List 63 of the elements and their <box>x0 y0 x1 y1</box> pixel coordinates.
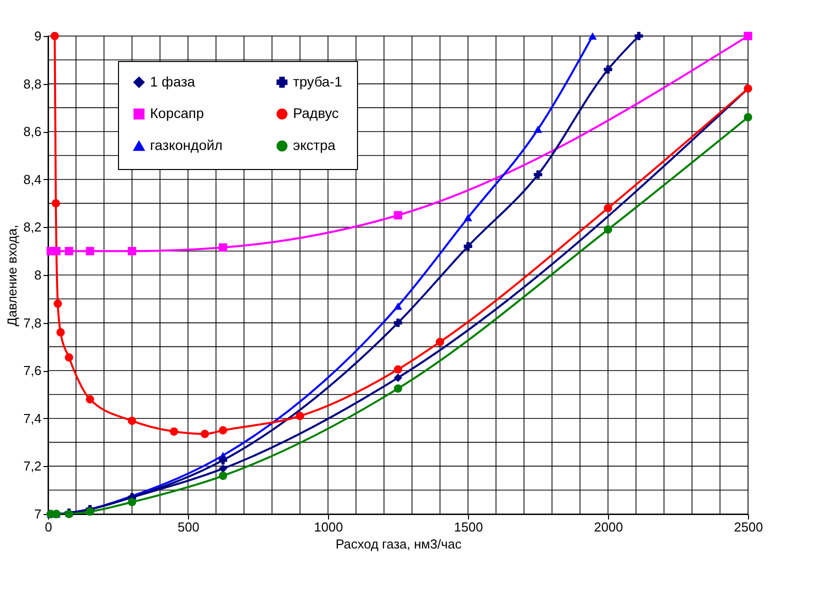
point <box>394 211 402 220</box>
x-tick-label: 0 <box>44 520 52 534</box>
point <box>394 384 402 393</box>
point <box>200 430 209 438</box>
legend-label: газкондойл <box>150 137 223 153</box>
x-tick-label: 1500 <box>454 520 483 534</box>
y-tick-label: 7,8 <box>23 315 42 330</box>
point <box>86 507 94 516</box>
y-tick-label: 9 <box>34 28 42 44</box>
point <box>744 113 752 122</box>
y-tick-label: 8,2 <box>23 220 42 235</box>
y-tick-label: 8 <box>34 268 42 282</box>
point <box>394 365 402 374</box>
legend-label: Радвус <box>293 105 339 121</box>
point <box>86 395 94 404</box>
point <box>394 374 402 382</box>
point <box>218 426 228 435</box>
y-tick-label: 7,4 <box>23 410 42 426</box>
x-tick-label: 2500 <box>734 520 763 534</box>
point <box>56 328 65 337</box>
legend-label: экстра <box>293 137 336 153</box>
point <box>604 204 612 212</box>
y-tick-label: 7 <box>34 506 42 522</box>
point <box>218 472 228 480</box>
y-tick-label: 8,4 <box>23 172 42 187</box>
y-tick-label: 8,8 <box>23 76 42 92</box>
point <box>64 246 74 256</box>
x-tick-label: 500 <box>178 520 200 534</box>
point <box>588 32 597 40</box>
point <box>436 338 444 346</box>
point <box>296 412 304 420</box>
point <box>50 32 59 40</box>
point <box>464 214 472 222</box>
point <box>218 243 228 252</box>
point <box>170 427 178 436</box>
point <box>534 170 542 179</box>
y-axis-title: Давление входа, <box>4 224 20 326</box>
legend-label: Корсапр <box>150 105 204 121</box>
point <box>464 242 472 251</box>
x-axis-title: Расход газа, нм3/час <box>336 536 462 552</box>
point <box>534 126 542 133</box>
point <box>394 318 402 327</box>
point <box>128 498 136 506</box>
point <box>218 456 228 464</box>
x-tick-label: 1000 <box>314 520 343 534</box>
legend-label: 1 фаза <box>150 73 196 90</box>
point <box>604 225 612 234</box>
point <box>86 246 94 256</box>
y-tick-label: 7,2 <box>23 458 42 474</box>
point <box>634 32 643 40</box>
point <box>128 246 136 256</box>
y-tick-label: 7,6 <box>23 363 42 378</box>
y-tick-label: 8,6 <box>23 124 42 140</box>
point <box>218 464 228 473</box>
point <box>394 302 402 310</box>
point <box>52 246 61 256</box>
point <box>128 416 136 425</box>
point <box>64 353 74 362</box>
point <box>52 199 60 208</box>
point <box>744 32 752 40</box>
point <box>54 300 62 308</box>
legend-label: труба-1 <box>293 73 342 90</box>
x-tick-label: 2000 <box>594 520 623 534</box>
